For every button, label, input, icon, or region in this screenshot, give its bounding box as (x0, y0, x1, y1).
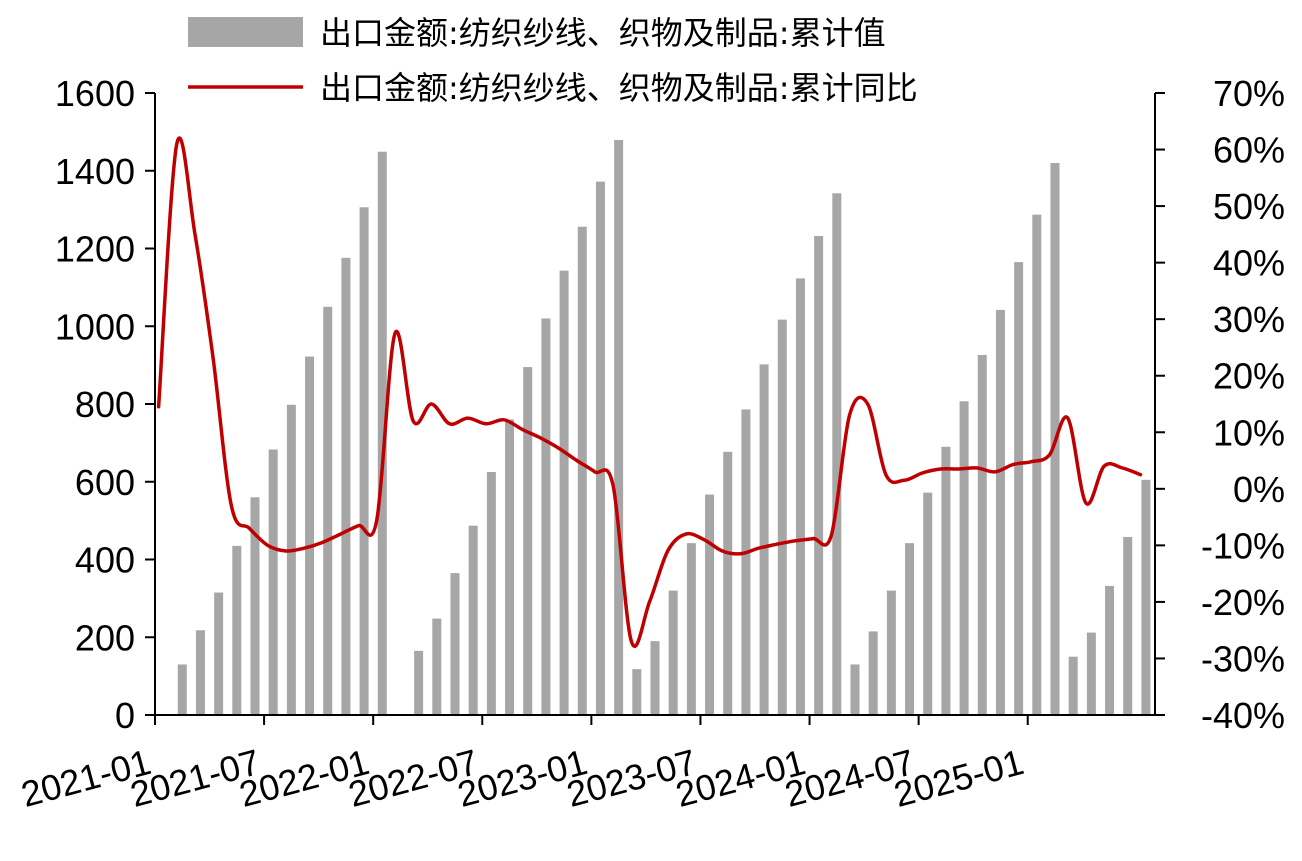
bar (177, 664, 187, 715)
bar (559, 270, 569, 715)
bar (650, 641, 660, 715)
bar (795, 278, 805, 715)
bar (614, 140, 624, 715)
bar (468, 525, 478, 715)
right-tick-label: 70% (1213, 73, 1285, 114)
line-series (156, 136, 1143, 648)
bar (377, 151, 387, 716)
bar (995, 309, 1005, 715)
right-tick-label: 40% (1213, 243, 1285, 284)
bar (432, 618, 442, 715)
bar (959, 401, 969, 715)
legend-label-bar: 出口金额:纺织纱线、织物及制品:累计值 (320, 14, 886, 52)
bar (323, 306, 333, 715)
right-tick-label: -10% (1201, 525, 1285, 566)
bar (450, 573, 460, 715)
bar (741, 409, 751, 715)
bar (814, 236, 824, 715)
left-tick-label: 1000 (55, 306, 135, 347)
bar (359, 207, 369, 716)
right-tick-label: 50% (1213, 186, 1285, 227)
right-tick-label: 20% (1213, 356, 1285, 397)
left-tick-label: 0 (115, 695, 135, 736)
right-tick-label: -30% (1201, 638, 1285, 679)
bar (195, 630, 205, 715)
bar (305, 356, 315, 715)
bar (832, 193, 842, 716)
left-tick-label: 600 (75, 462, 135, 503)
bar (977, 355, 987, 715)
bar (1014, 262, 1024, 715)
bar (759, 364, 769, 715)
bar (541, 318, 551, 715)
bar (486, 472, 496, 715)
bar (905, 543, 915, 715)
bar (286, 404, 296, 715)
bar (250, 497, 260, 715)
bar (850, 664, 860, 715)
bar (923, 492, 933, 715)
bar (723, 451, 733, 715)
legend: 出口金额:纺织纱线、织物及制品:累计值 出口金额:纺织纱线、织物及制品:累计同比 (188, 14, 918, 107)
right-tick-label: 60% (1213, 130, 1285, 171)
bar (268, 449, 278, 715)
bar (1141, 479, 1151, 715)
bar (523, 367, 533, 715)
right-tick-label: 0% (1233, 469, 1285, 510)
bar (505, 419, 515, 715)
bar (1123, 536, 1133, 715)
axes (154, 93, 1156, 716)
left-tick-label: 1200 (55, 229, 135, 270)
right-tick-label: 30% (1213, 299, 1285, 340)
right-tick-label: -20% (1201, 582, 1285, 623)
bar (705, 494, 715, 715)
bar-series (177, 140, 1151, 716)
bar (886, 590, 896, 715)
bar (341, 257, 351, 715)
legend-swatch-bar (188, 17, 303, 47)
bar (941, 446, 951, 715)
bar (632, 669, 642, 715)
bar (595, 181, 605, 715)
right-tick-label: -40% (1201, 695, 1285, 736)
bar (686, 543, 696, 715)
left-tick-label: 200 (75, 617, 135, 658)
bar (777, 319, 787, 715)
bar (232, 545, 242, 715)
left-tick-label: 1400 (55, 151, 135, 192)
right-tick-label: 10% (1213, 412, 1285, 453)
bar (1068, 656, 1078, 715)
bar (577, 226, 587, 716)
left-tick-label: 400 (75, 540, 135, 581)
legend-label-line: 出口金额:纺织纱线、织物及制品:累计同比 (320, 69, 918, 107)
bar (214, 592, 224, 715)
bar (1032, 214, 1042, 715)
bar (414, 650, 424, 715)
bar (668, 590, 678, 715)
bar (1105, 585, 1115, 715)
left-tick-label: 1600 (55, 73, 135, 114)
bar (1086, 632, 1096, 715)
bar (868, 631, 878, 715)
left-tick-label: 800 (75, 384, 135, 425)
